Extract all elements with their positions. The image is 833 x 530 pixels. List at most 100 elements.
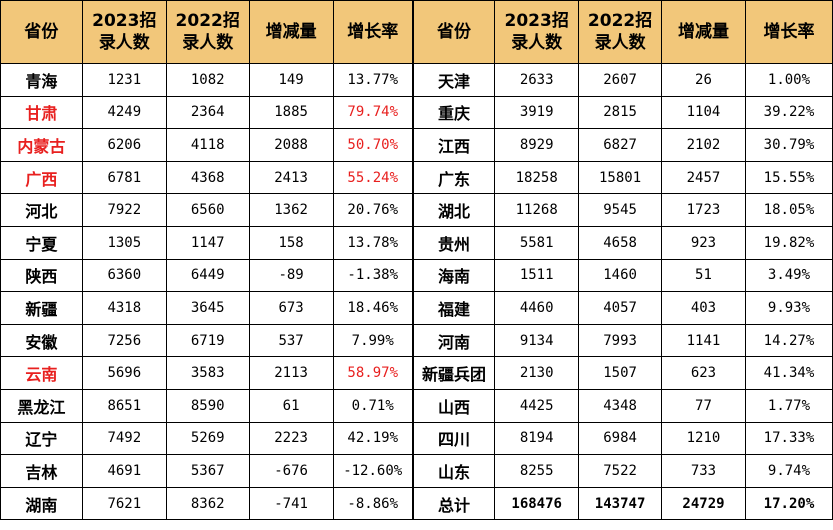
left-y2023-cell: 1305 — [81, 225, 167, 260]
header-rate-right: 增长率 — [744, 0, 833, 64]
right-y2022-cell: 4658 — [578, 225, 663, 260]
left-rate-cell: -12.60% — [332, 454, 414, 488]
right-rate-cell: 17.33% — [744, 421, 833, 456]
left-province-cell: 内蒙古 — [0, 128, 83, 162]
left-province-cell: 云南 — [0, 356, 83, 390]
right-change-cell: 923 — [661, 225, 746, 260]
left-change-cell: 1885 — [248, 95, 334, 130]
left-province-cell: 陕西 — [0, 258, 83, 293]
left-change-cell: 2113 — [248, 356, 334, 390]
left-y2023-cell: 7621 — [81, 486, 167, 521]
right-change-cell: 51 — [661, 258, 746, 293]
left-change-cell: 2413 — [248, 160, 334, 195]
left-province-cell: 吉林 — [0, 454, 83, 488]
header-row: 省份 2023招 录人数 2022招 录人数 增减量 增长率 省份 2023招 录人数… — [0, 0, 833, 64]
right-y2023-cell: 8255 — [494, 454, 580, 488]
right-y2023-cell: 9134 — [494, 323, 580, 358]
left-province-cell: 甘肃 — [0, 95, 83, 130]
right-y2022-cell: 7522 — [578, 454, 663, 488]
left-y2022-cell: 6560 — [165, 193, 250, 227]
left-rate-cell: -8.86% — [332, 486, 414, 521]
right-change-cell: 2457 — [661, 160, 746, 195]
right-y2022-cell: 2607 — [578, 63, 663, 97]
table-row: 安徽 7256 6719 537 7.99% 河南 9134 7993 1141 14.27% — [0, 323, 833, 358]
right-y2023-cell: 8929 — [494, 128, 580, 162]
left-rate-cell: 13.77% — [332, 63, 414, 97]
right-change-cell: 623 — [661, 356, 746, 390]
header-province-right: 省份 — [411, 0, 496, 64]
right-change-cell: 1141 — [661, 323, 746, 358]
left-y2023-cell: 6206 — [81, 128, 167, 162]
left-change-cell: 149 — [248, 63, 334, 97]
header-province: 省份 — [0, 0, 83, 64]
left-y2023-cell: 7922 — [81, 193, 167, 227]
right-rate-cell: 41.34% — [744, 356, 833, 390]
left-y2022-cell: 2364 — [165, 95, 250, 130]
right-y2022-cell: 7993 — [578, 323, 663, 358]
right-change-cell: 24729 — [661, 486, 746, 521]
right-y2022-cell: 4057 — [578, 291, 663, 325]
right-province-cell: 河南 — [411, 323, 496, 358]
table-body: 青海 1231 1082 149 13.77% 天津 2633 2607 26 1.00% 甘肃 42… — [0, 63, 833, 521]
right-change-cell: 403 — [661, 291, 746, 325]
left-y2022-cell: 1147 — [165, 225, 250, 260]
left-rate-cell: -1.38% — [332, 258, 414, 293]
left-province-cell: 湖南 — [0, 486, 83, 521]
left-y2022-cell: 4368 — [165, 160, 250, 195]
right-province-cell: 海南 — [411, 258, 496, 293]
right-y2023-cell: 4425 — [494, 388, 580, 423]
right-y2022-cell: 2815 — [578, 95, 663, 130]
right-change-cell: 2102 — [661, 128, 746, 162]
right-change-cell: 1210 — [661, 421, 746, 456]
right-province-cell: 山东 — [411, 454, 496, 488]
left-rate-cell: 0.71% — [332, 388, 414, 423]
table-row: 宁夏 1305 1147 158 13.78% 贵州 5581 4658 923 19.82% — [0, 225, 833, 260]
left-province-cell: 青海 — [0, 63, 83, 97]
right-province-cell: 总计 — [411, 486, 496, 521]
right-province-cell: 四川 — [411, 421, 496, 456]
left-y2023-cell: 8651 — [81, 388, 167, 423]
left-change-cell: -89 — [248, 258, 334, 293]
left-change-cell: 537 — [248, 323, 334, 358]
left-y2023-cell: 5696 — [81, 356, 167, 390]
left-province-cell: 安徽 — [0, 323, 83, 358]
right-y2022-cell: 6984 — [578, 421, 663, 456]
right-rate-cell: 18.05% — [744, 193, 833, 227]
left-province-cell: 辽宁 — [0, 421, 83, 456]
left-rate-cell: 42.19% — [332, 421, 414, 456]
table-row: 甘肃 4249 2364 1885 79.74% 重庆 3919 2815 1104 39.22% — [0, 95, 833, 130]
left-change-cell: 673 — [248, 291, 334, 325]
header-change: 增减量 — [248, 0, 334, 64]
left-change-cell: 61 — [248, 388, 334, 423]
left-y2023-cell: 6360 — [81, 258, 167, 293]
right-y2022-cell: 9545 — [578, 193, 663, 227]
left-change-cell: 1362 — [248, 193, 334, 227]
right-y2023-cell: 18258 — [494, 160, 580, 195]
left-y2023-cell: 6781 — [81, 160, 167, 195]
left-rate-cell: 18.46% — [332, 291, 414, 325]
left-province-cell: 黑龙江 — [0, 388, 83, 423]
right-y2023-cell: 5581 — [494, 225, 580, 260]
table-row: 吉林 4691 5367 -676 -12.60% 山东 8255 7522 733 9.74% — [0, 454, 833, 488]
left-province-cell: 河北 — [0, 193, 83, 227]
table-row: 黑龙江 8651 8590 61 0.71% 山西 4425 4348 77 1.77% — [0, 388, 833, 423]
right-rate-cell: 15.55% — [744, 160, 833, 195]
right-y2023-cell: 168476 — [494, 486, 580, 521]
right-province-cell: 广东 — [411, 160, 496, 195]
right-province-cell: 湖北 — [411, 193, 496, 227]
left-y2023-cell: 4249 — [81, 95, 167, 130]
left-y2022-cell: 6449 — [165, 258, 250, 293]
right-y2023-cell: 8194 — [494, 421, 580, 456]
right-change-cell: 733 — [661, 454, 746, 488]
table-row: 河北 7922 6560 1362 20.76% 湖北 11268 9545 1723 18.05… — [0, 193, 833, 227]
left-change-cell: 158 — [248, 225, 334, 260]
table-row: 内蒙古 6206 4118 2088 50.70% 江西 8929 6827 2102 30.79… — [0, 128, 833, 162]
right-y2022-cell: 1460 — [578, 258, 663, 293]
right-rate-cell: 3.49% — [744, 258, 833, 293]
left-rate-cell: 50.70% — [332, 128, 414, 162]
left-y2023-cell: 4318 — [81, 291, 167, 325]
header-change-right: 增减量 — [661, 0, 746, 64]
right-rate-cell: 19.82% — [744, 225, 833, 260]
left-y2023-cell: 7256 — [81, 323, 167, 358]
left-y2023-cell: 1231 — [81, 63, 167, 97]
